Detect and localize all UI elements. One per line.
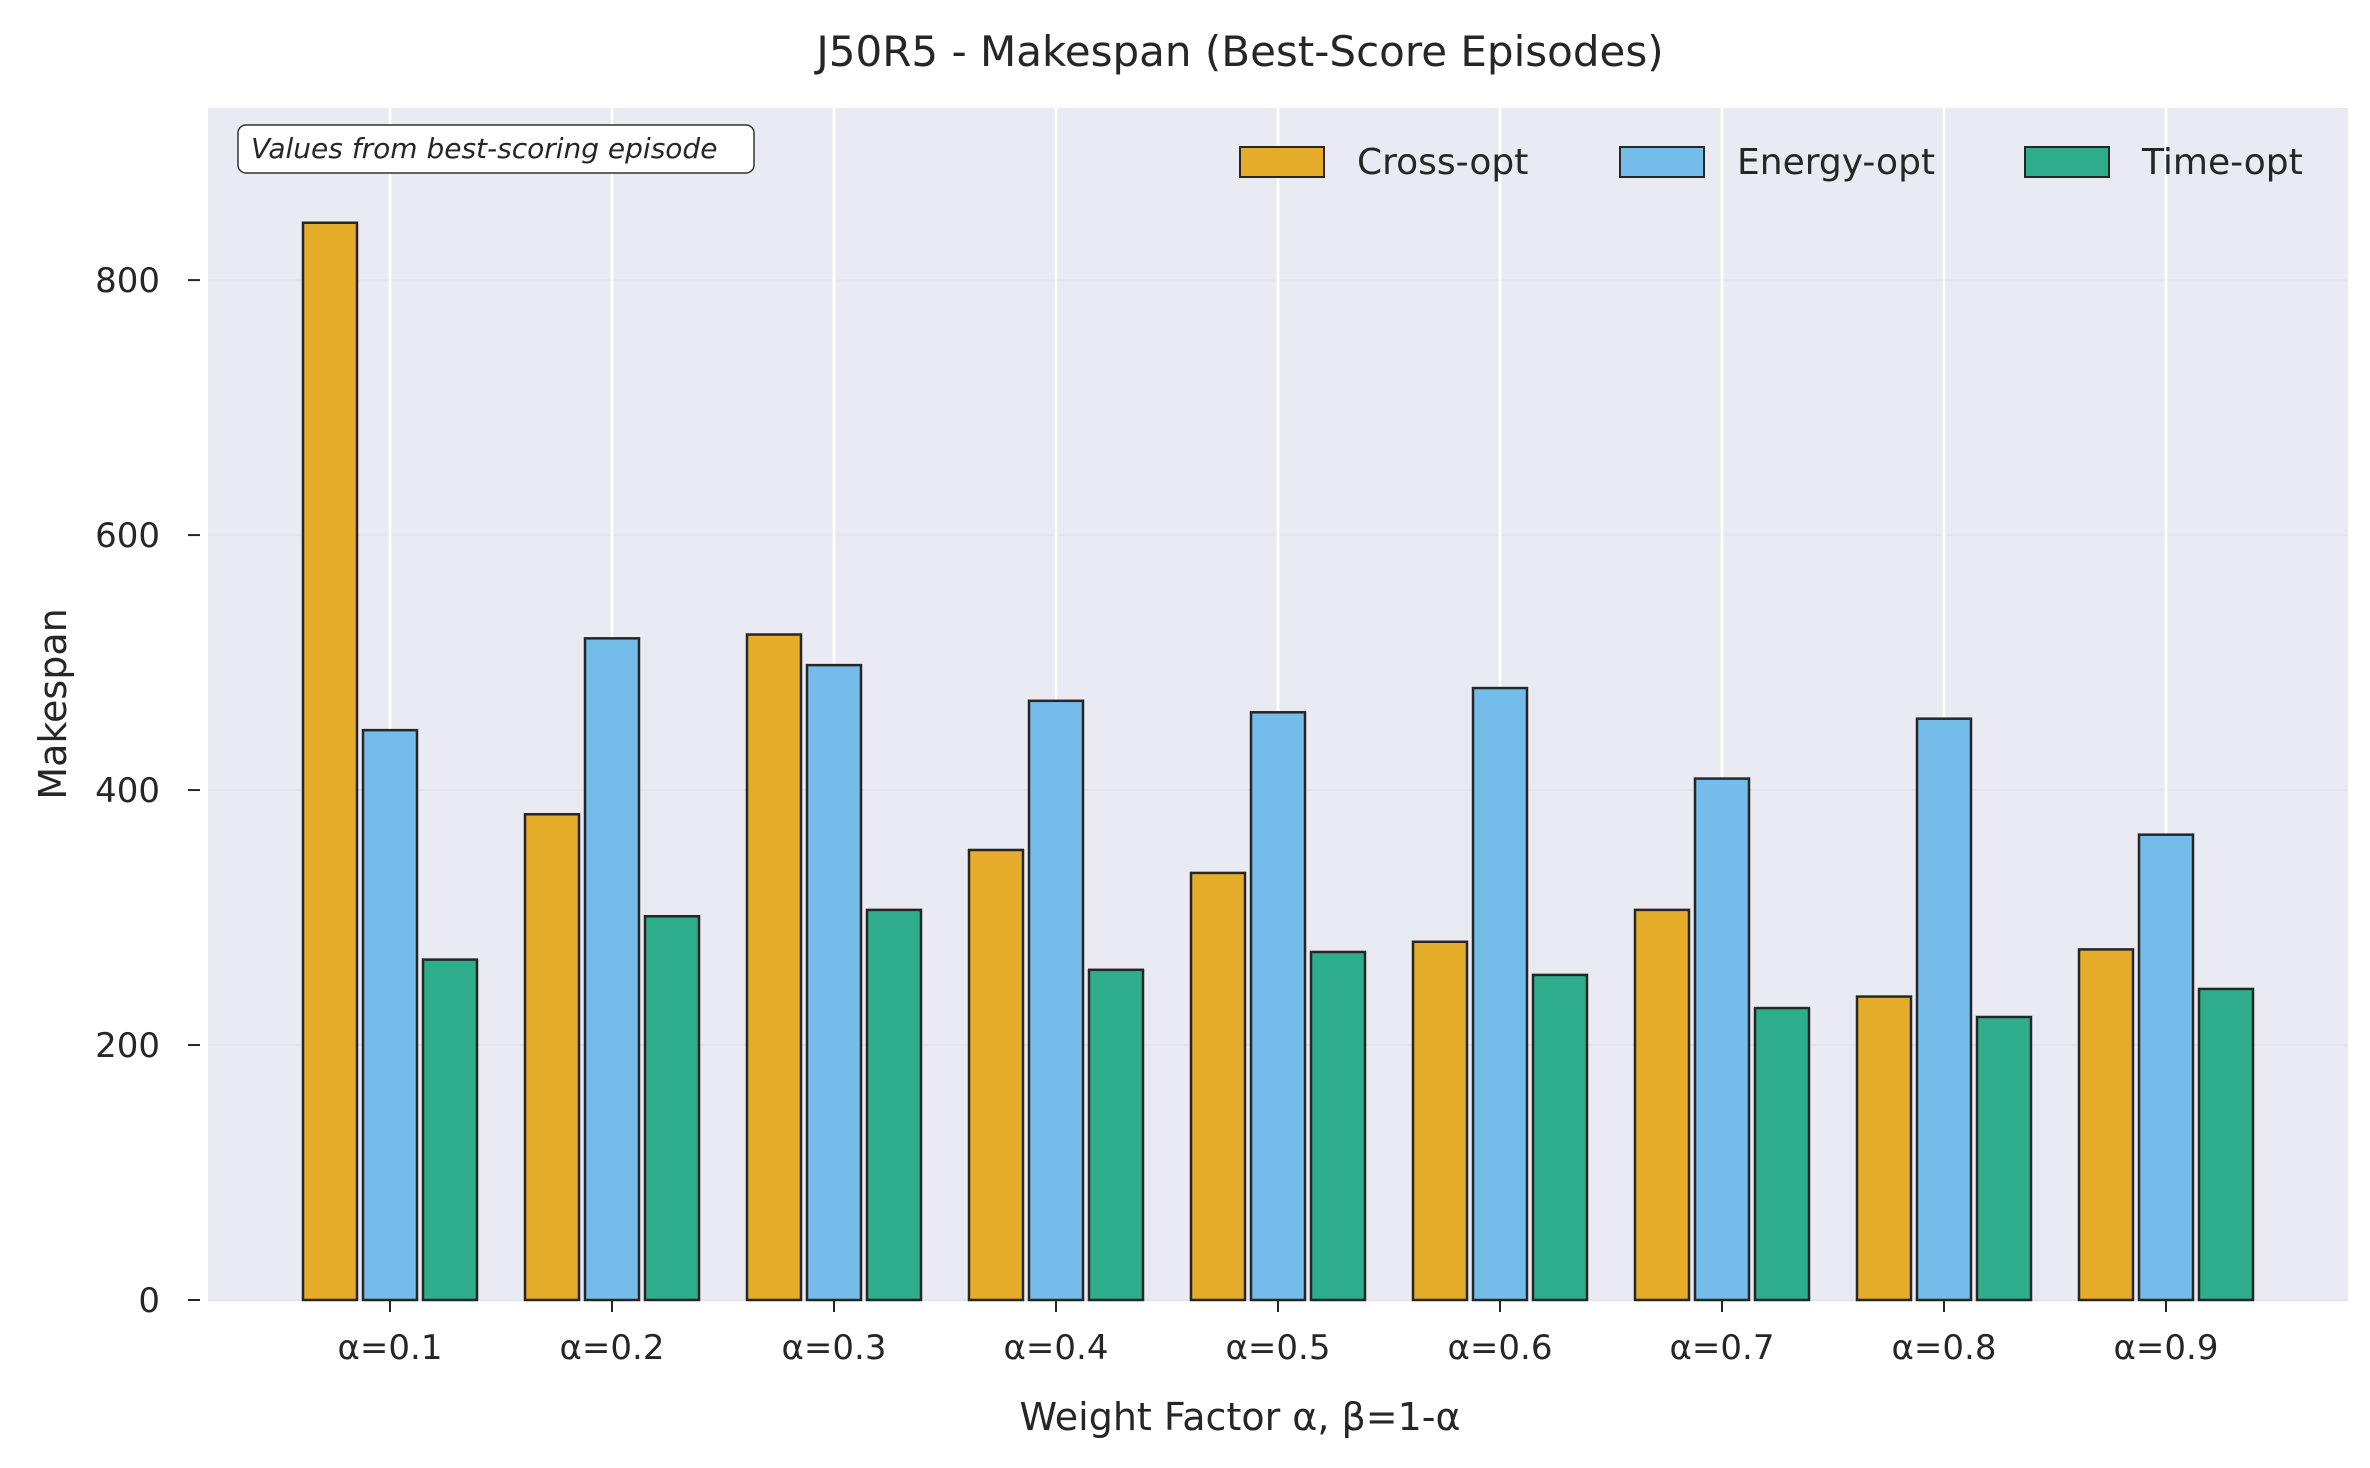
bar-energy-opt-2 [583, 637, 641, 1302]
bar-cross-opt-7 [1633, 908, 1691, 1302]
x-axis: α=0.1 α=0.2 α=0.3 α=0.4 α=0.5 α=0.6 α=0.7 α=0.8… [338, 1300, 2219, 1368]
bar-energy-opt-9 [2137, 833, 2195, 1302]
bar-time-opt-4 [1087, 968, 1145, 1302]
y-tick-label: 0 [138, 1281, 160, 1321]
bar-time-opt-2 [643, 915, 701, 1302]
bar-cross-opt-8 [1855, 995, 1913, 1302]
bar-cross-opt-3 [745, 633, 803, 1302]
bar-cross-opt-2 [523, 813, 581, 1302]
legend-label-time-opt: Time-opt [2141, 142, 2303, 183]
x-axis-title: Weight Factor α, β=1-α [1019, 1395, 1460, 1439]
bar-energy-opt-4 [1027, 699, 1085, 1302]
x-tick-label: α=0.8 [1892, 1328, 1997, 1368]
legend: Cross-opt Energy-opt Time-opt [1239, 142, 2303, 183]
bar-energy-opt-7 [1693, 777, 1751, 1302]
bar-time-opt-8 [1975, 1015, 2033, 1302]
annotation-box: Values from best-scoring episode [237, 124, 755, 174]
bar-time-opt-3 [865, 908, 923, 1302]
legend-swatch-cross-opt [1239, 146, 1325, 178]
x-tick-label: α=0.7 [1670, 1328, 1775, 1368]
legend-label-energy-opt: Energy-opt [1737, 142, 1935, 183]
annotation-text: Values from best-scoring episode [251, 132, 717, 165]
bar-cross-opt-4 [967, 848, 1025, 1302]
x-tick-label: α=0.6 [1448, 1328, 1553, 1368]
x-tick-label: α=0.3 [782, 1328, 887, 1368]
legend-label-cross-opt: Cross-opt [1357, 142, 1528, 183]
chart-title: J50R5 - Makespan (Best-Score Episodes) [813, 27, 1663, 76]
bar-energy-opt-6 [1471, 686, 1529, 1302]
bar-time-opt-1 [421, 958, 479, 1302]
x-tick-label: α=0.5 [1226, 1328, 1331, 1368]
x-tick-label: α=0.2 [560, 1328, 665, 1368]
bars [301, 221, 2255, 1302]
y-tick-label: 600 [95, 516, 160, 556]
annotation-frame [237, 124, 755, 174]
bar-energy-opt-5 [1249, 711, 1307, 1302]
bar-cross-opt-6 [1411, 940, 1469, 1302]
y-tick-label: 800 [95, 261, 160, 301]
x-tick-label: α=0.1 [338, 1328, 443, 1368]
bar-energy-opt-1 [361, 728, 419, 1302]
bar-energy-opt-3 [805, 663, 863, 1302]
y-tick-label: 200 [95, 1026, 160, 1066]
bar-time-opt-5 [1309, 950, 1367, 1302]
y-axis: 0 200 400 600 800 [95, 261, 200, 1321]
x-tick-label: α=0.4 [1004, 1328, 1109, 1368]
legend-swatch-time-opt [2024, 146, 2110, 178]
y-tick-label: 400 [95, 771, 160, 811]
bar-cross-opt-9 [2077, 948, 2135, 1302]
x-tick-label: α=0.9 [2114, 1328, 2219, 1368]
bar-energy-opt-8 [1915, 717, 1973, 1302]
bar-time-opt-9 [2197, 987, 2255, 1302]
bar-cross-opt-1 [301, 221, 359, 1302]
legend-swatch-energy-opt [1619, 146, 1705, 178]
bar-time-opt-7 [1753, 1006, 1811, 1302]
bar-cross-opt-5 [1189, 871, 1247, 1302]
y-axis-title: Makespan [31, 608, 75, 799]
bar-time-opt-6 [1531, 973, 1589, 1302]
